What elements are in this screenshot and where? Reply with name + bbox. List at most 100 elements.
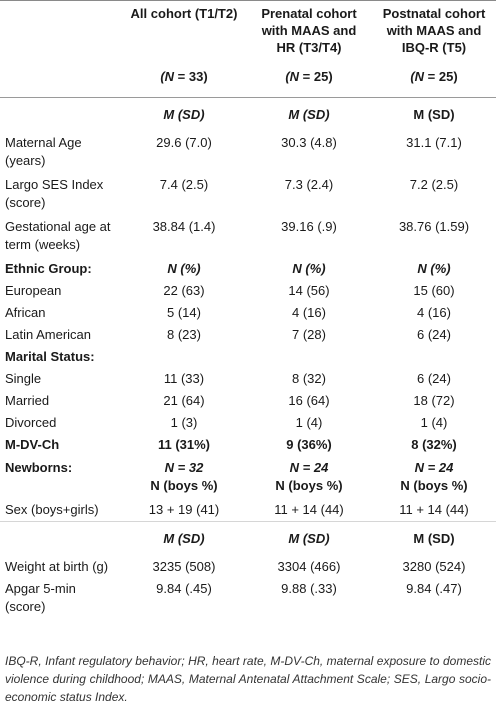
value-cell: 38.76 (1.59)	[398, 219, 470, 234]
table-row: Marital Status:	[0, 346, 496, 368]
row-label: Gestational age at term (weeks)	[5, 219, 111, 252]
value-cell: 22 (63)	[163, 283, 205, 298]
value-cell: 4 (16)	[417, 305, 451, 320]
stat-header-cell: M (SD)	[372, 521, 496, 556]
header-row: All cohort (T1/T2) Prenatal cohort with …	[0, 0, 496, 69]
value-cell: 8 (32%)	[411, 437, 457, 452]
value-cell: N (%)	[417, 261, 451, 276]
row-label	[0, 521, 122, 556]
value-cell: 11 + 14 (44)	[399, 502, 469, 517]
table-row: European 22 (63) 14 (56) 15 (60)	[0, 280, 496, 302]
value-cell: N = 24 N (boys %)	[275, 460, 343, 493]
row-label: European	[5, 283, 62, 298]
row-label: Largo SES Index (score)	[5, 177, 104, 210]
table-row: M (SD) M (SD) M (SD)	[0, 98, 496, 133]
n-all-cohort: (N = 33)	[122, 69, 246, 98]
table-row: Newborns: N = 32 N (boys %) N = 24 N (boys %…	[0, 456, 496, 499]
value-cell: 14 (56)	[288, 283, 330, 298]
table-row: M-DV-Ch 11 (31%) 9 (36%) 8 (32%)	[0, 434, 496, 456]
value-cell: 7 (28)	[292, 327, 326, 342]
value-cell: N (%)	[292, 261, 326, 276]
table-body: M (SD) M (SD) M (SD) Maternal Age (years) 29.…	[0, 98, 496, 621]
value-cell: 3235 (508)	[152, 559, 216, 574]
row-label: Ethnic Group:	[5, 261, 92, 276]
row-label: Married	[5, 393, 50, 408]
row-label: M-DV-Ch	[5, 437, 60, 452]
row-label: Single	[5, 371, 42, 386]
row-label: Maternal Age (years)	[5, 135, 82, 168]
value-cell: 1 (3)	[170, 415, 198, 430]
table-row: Largo SES Index (score) 7.4 (2.5) 7.3 (2.4)…	[0, 174, 496, 216]
table-row: Apgar 5-min (score) 9.84 (.45) 9.88 (.33) 9.…	[0, 578, 496, 620]
empty-cell	[372, 346, 496, 368]
top-rule	[0, 0, 496, 1]
table-row: Divorced 1 (3) 1 (4) 1 (4)	[0, 412, 496, 434]
row-label: Latin American	[5, 327, 91, 342]
section-label: Newborns:	[5, 460, 73, 475]
value-cell: 3280 (524)	[402, 559, 466, 574]
row-label	[0, 98, 122, 133]
table-row: Maternal Age (years) 29.6 (7.0) 30.3 (4.8) 3…	[0, 132, 496, 174]
header-empty	[0, 0, 122, 69]
value-cell: 29.6 (7.0)	[156, 135, 212, 150]
value-cell: 8 (23)	[167, 327, 201, 342]
value-cell: 30.3 (4.8)	[281, 135, 337, 150]
row-label: Apgar 5-min (score)	[5, 581, 76, 614]
table-footnote: IBQ-R, Infant regulatory behavior; HR, h…	[5, 654, 491, 704]
value-cell: N (%)	[167, 261, 201, 276]
value-cell: 9.84 (.45)	[156, 581, 212, 596]
table-row: Gestational age at term (weeks) 38.84 (1.4…	[0, 216, 496, 258]
row-label: Weight at birth (g)	[5, 559, 109, 574]
value-cell: 1 (4)	[295, 415, 323, 430]
value-cell: 9.88 (.33)	[281, 581, 337, 596]
table-row: African 5 (14) 4 (16) 4 (16)	[0, 302, 496, 324]
stat-header-cell: M (SD)	[413, 107, 455, 122]
header-prenatal-cohort: Prenatal cohort with MAAS and HR (T3/T4)	[261, 6, 357, 55]
value-cell: 5 (14)	[167, 305, 201, 320]
value-cell: 11 + 14 (44)	[274, 502, 344, 517]
empty-cell	[246, 346, 372, 368]
value-cell: 3304 (466)	[277, 559, 341, 574]
table-row: Married 21 (64) 16 (64) 18 (72)	[0, 390, 496, 412]
value-cell: 38.84 (1.4)	[152, 219, 216, 234]
cohort-table: All cohort (T1/T2) Prenatal cohort with …	[0, 0, 496, 621]
section-label: Marital Status:	[5, 349, 95, 364]
value-cell: 9 (36%)	[286, 437, 332, 452]
row-label: Sex (boys+girls)	[5, 502, 99, 517]
stat-header-cell: M (SD)	[163, 107, 205, 122]
header-n-row: (N = 33) (N = 25) (N = 25)	[0, 69, 496, 98]
row-label: Divorced	[5, 415, 57, 430]
stat-header-cell: M (SD)	[288, 107, 330, 122]
value-cell: 18 (72)	[413, 393, 455, 408]
value-cell: 11 (33)	[163, 371, 205, 386]
value-cell: N = 24 N (boys %)	[400, 460, 468, 493]
value-cell: 8 (32)	[292, 371, 326, 386]
value-cell: 16 (64)	[288, 393, 330, 408]
value-cell: 39.16 (.9)	[281, 219, 337, 234]
row-label: African	[5, 305, 46, 320]
n-postnatal-cohort: (N = 25)	[372, 69, 496, 98]
table-row: Sex (boys+girls) 13 + 19 (41) 11 + 14 (44)…	[0, 499, 496, 522]
value-cell: 7.2 (2.5)	[409, 177, 459, 192]
value-cell: 1 (4)	[420, 415, 448, 430]
value-cell: 31.1 (7.1)	[406, 135, 462, 150]
table-row: Latin American 8 (23) 7 (28) 6 (24)	[0, 324, 496, 346]
stat-header-cell: M (SD)	[246, 521, 372, 556]
value-cell: 21 (64)	[163, 393, 205, 408]
n-prenatal-cohort: (N = 25)	[246, 69, 372, 98]
value-cell: 6 (24)	[417, 371, 451, 386]
value-cell: N = 32 N (boys %)	[150, 460, 218, 493]
value-cell: 4 (16)	[292, 305, 326, 320]
table-row: Single 11 (33) 8 (32) 6 (24)	[0, 368, 496, 390]
empty-cell	[122, 346, 246, 368]
value-cell: 6 (24)	[417, 327, 451, 342]
value-cell: 7.3 (2.4)	[284, 177, 334, 192]
value-cell: 11 (31%)	[157, 437, 211, 452]
stat-header-cell: M (SD)	[122, 521, 246, 556]
table-row: Weight at birth (g) 3235 (508) 3304 (466) 3…	[0, 556, 496, 578]
value-cell: 13 + 19 (41)	[148, 502, 220, 517]
value-cell: 9.84 (.47)	[406, 581, 462, 596]
value-cell: 15 (60)	[413, 283, 455, 298]
table-row: M (SD) M (SD) M (SD)	[0, 521, 496, 556]
